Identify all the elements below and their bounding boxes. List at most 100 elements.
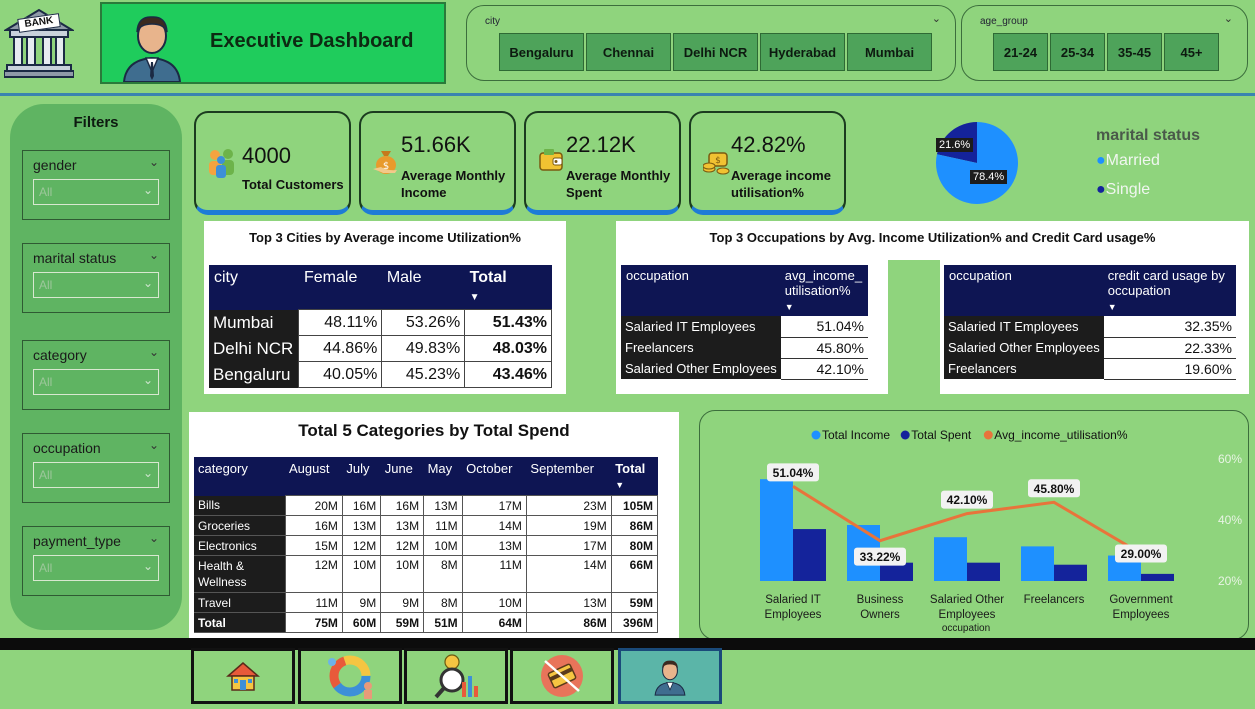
cell: 8M (423, 555, 463, 593)
col-header-city[interactable]: city (209, 265, 299, 310)
age-slicer-label: age_group (980, 16, 1028, 27)
cell: Salaried IT Employees (621, 316, 781, 337)
cell: 86M (610, 515, 659, 536)
chevron-down-icon: ⌄ (142, 373, 153, 387)
col-header[interactable]: July (342, 457, 381, 496)
bank-logo: BANK (2, 6, 76, 78)
cell: Electronics (194, 535, 285, 556)
kpi-avg-income-utilisation: $ 42.82% Average income utilisation% (689, 111, 846, 215)
age-group-slicer: age_group ⌄ 21-24 25-34 35-45 45+ (961, 5, 1248, 81)
cell: 11M (284, 592, 343, 613)
chevron-down-icon[interactable]: ⌄ (148, 438, 159, 452)
legend-item[interactable]: Total Income (822, 428, 890, 442)
city-chip-chennai[interactable]: Chennai (586, 33, 671, 71)
chevron-down-icon[interactable]: ⌄ (148, 155, 159, 169)
legend-item[interactable]: Avg_income_utilisation% (994, 428, 1128, 442)
cell: 48.11% (298, 309, 383, 336)
cell: 45.23% (381, 361, 466, 388)
city-chip-row: Bengaluru Chennai Delhi NCR Hyderabad Mu… (499, 33, 932, 71)
bar-total-spent[interactable] (880, 562, 913, 581)
cell: Freelancers (944, 358, 1104, 379)
cell: 86M (525, 612, 612, 633)
chevron-down-icon[interactable]: ⌄ (148, 531, 159, 545)
bar-total-income[interactable] (934, 537, 967, 581)
col-header[interactable]: June (380, 457, 424, 496)
col-header[interactable]: category (194, 457, 285, 496)
cell: 10M (380, 555, 425, 593)
table-header-row: occupation credit card usage by occupatio… (944, 265, 1236, 316)
categories-title: Total 5 Categories by Total Spend (298, 421, 570, 440)
nav-executive-button[interactable] (618, 648, 722, 704)
col-header[interactable]: October (462, 457, 527, 496)
bar-total-spent[interactable] (967, 562, 1000, 581)
bar-total-income[interactable] (1021, 546, 1054, 581)
nav-home-button[interactable] (191, 648, 295, 704)
cell: 49.83% (381, 335, 466, 362)
chevron-down-icon[interactable]: ⌄ (931, 13, 941, 25)
kpi-total-customers: 4000 Total Customers (194, 111, 351, 215)
cell: 10M (423, 535, 463, 556)
col-header-cc-usage[interactable]: credit card usage by occupation ▼ (1103, 265, 1236, 316)
col-header-occupation[interactable]: occupation (944, 265, 1104, 316)
legend-item[interactable]: Total Spent (911, 428, 972, 442)
age-chip-25-34[interactable]: 25-34 (1050, 33, 1105, 71)
city-chip-mumbai[interactable]: Mumbai (847, 33, 932, 71)
bar-total-spent[interactable] (793, 529, 826, 581)
marital-status-dropdown[interactable]: All ⌄ (33, 272, 159, 298)
col-header-female[interactable]: Female (298, 265, 382, 310)
occupation-dropdown[interactable]: All ⌄ (33, 462, 159, 488)
category-dropdown[interactable]: All ⌄ (33, 369, 159, 395)
cell: 43.46% (464, 361, 552, 388)
city-chip-delhi-ncr[interactable]: Delhi NCR (673, 33, 758, 71)
x-axis-category-label: Salaried Other Employees (930, 594, 1004, 621)
table-header-row: occupation avg_income_ utilisation% ▼ (621, 265, 868, 316)
col-header-occupation[interactable]: occupation (621, 265, 781, 316)
col-header[interactable]: August (285, 457, 343, 496)
bar-total-spent[interactable] (1141, 573, 1174, 581)
legend-dot-icon (900, 430, 910, 440)
chevron-down-icon[interactable]: ⌄ (148, 248, 159, 262)
city-slicer-label: city (485, 16, 500, 27)
cell: 53.26% (381, 309, 466, 336)
gender-dropdown[interactable]: All ⌄ (33, 179, 159, 205)
table-row: Bengaluru 40.05% 45.23% 43.46% (209, 361, 552, 388)
kpi-value: 22.12K (566, 132, 636, 157)
age-chip-21-24[interactable]: 21-24 (993, 33, 1048, 71)
chevron-down-icon: ⌄ (142, 276, 153, 290)
col-header[interactable]: September (526, 457, 612, 496)
chevron-down-icon[interactable]: ⌄ (1223, 13, 1233, 25)
col-header-total[interactable]: Total ▼ (464, 265, 552, 310)
col-header[interactable]: May (423, 457, 463, 496)
age-chip-45-plus[interactable]: 45+ (1164, 33, 1219, 71)
nav-analytics-button[interactable] (404, 648, 508, 704)
col-header-male[interactable]: Male (381, 265, 465, 310)
nav-overview-button[interactable] (298, 648, 402, 704)
table-row: Mumbai 48.11% 53.26% 51.43% (209, 309, 552, 336)
bar-total-income[interactable] (760, 479, 793, 581)
chevron-down-icon[interactable]: ⌄ (148, 345, 159, 359)
cell: 17M (461, 495, 527, 516)
cell: Salaried Other Employees (621, 358, 781, 379)
city-chip-hyderabad[interactable]: Hyderabad (760, 33, 845, 71)
age-chip-35-45[interactable]: 35-45 (1107, 33, 1162, 71)
nav-credit-card-button[interactable] (510, 648, 614, 704)
chevron-down-icon: ⌄ (142, 559, 153, 573)
payment-type-filter: payment_type ⌄ All ⌄ (22, 526, 170, 596)
cell: 16M (284, 515, 343, 536)
person-icon (654, 660, 686, 696)
city-chip-bengaluru[interactable]: Bengaluru (499, 33, 584, 71)
marital-status-filter-label: marital status (33, 250, 117, 266)
axis-tick-label: 40% (1218, 513, 1242, 527)
cell: 75M (284, 612, 343, 633)
cell: 19.60% (1103, 358, 1236, 380)
col-header-avg-util[interactable]: avg_income_ utilisation% ▼ (780, 265, 868, 316)
cell: 59M (610, 592, 659, 613)
x-axis-title: occupation (942, 623, 990, 634)
category-filter-label: category (33, 347, 87, 363)
col-header[interactable]: Total ▼ (611, 457, 658, 496)
occupation-cc-card: occupation credit card usage by occupatio… (940, 258, 1249, 394)
bar-total-spent[interactable] (1054, 564, 1087, 581)
utilisation-line[interactable] (792, 485, 1142, 555)
cell: 40.05% (298, 361, 383, 388)
payment-type-dropdown[interactable]: All ⌄ (33, 555, 159, 581)
